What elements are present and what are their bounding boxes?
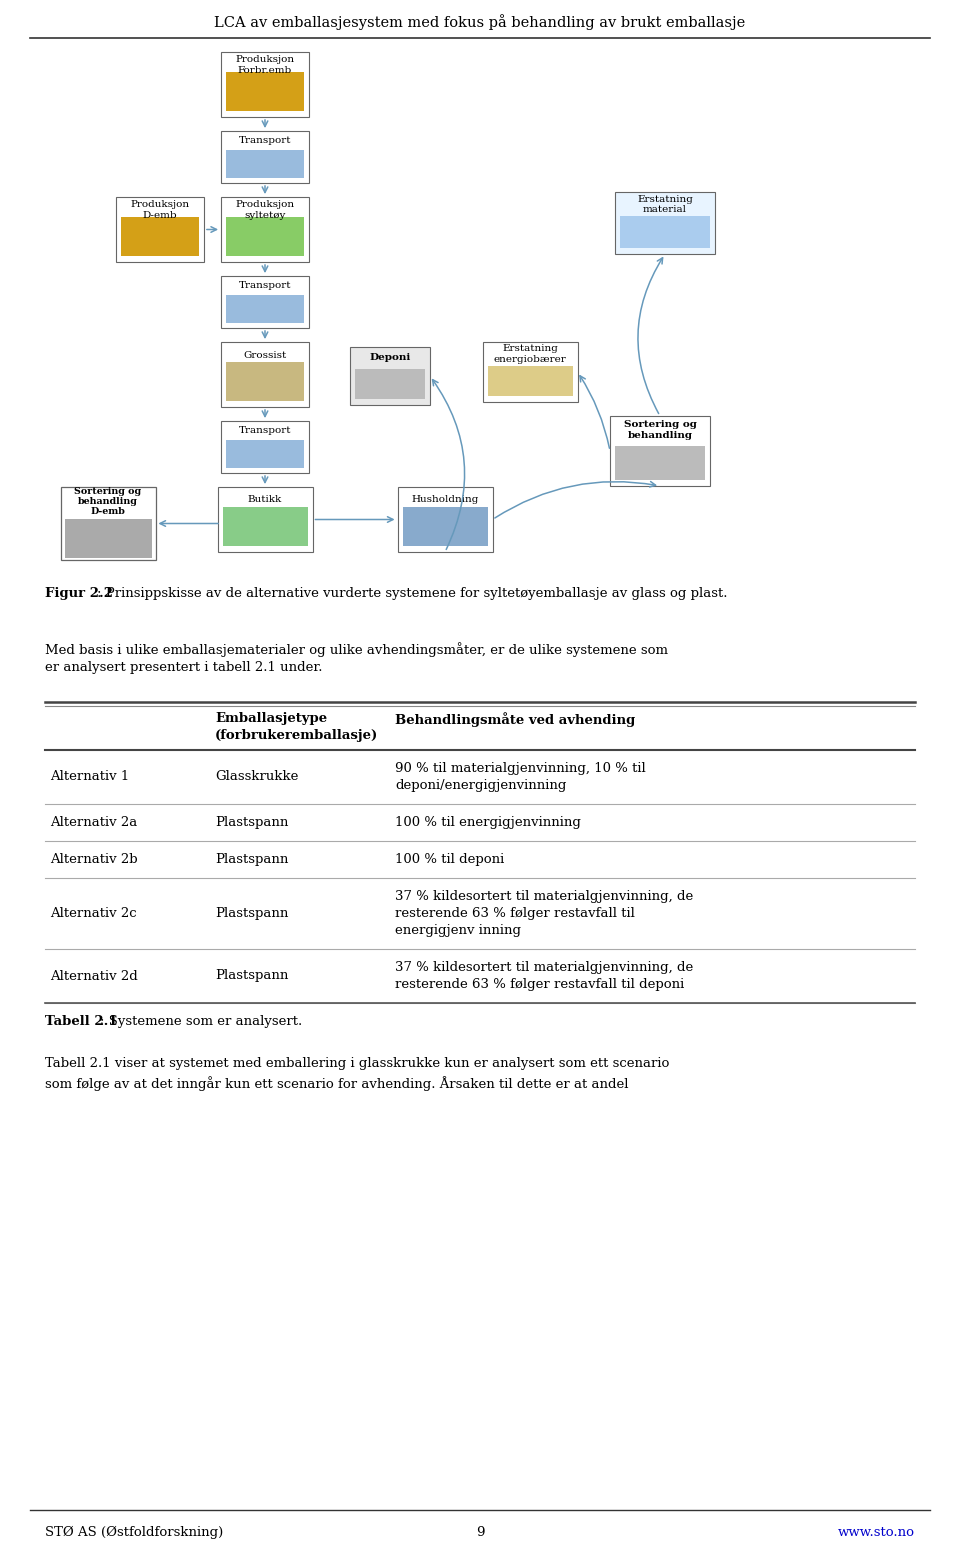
- Text: Alternativ 2a: Alternativ 2a: [50, 816, 137, 830]
- Bar: [397, 487, 492, 552]
- Text: : Prinsippskisse av de alternative vurderte systemene for syltetøyemballasje av : : Prinsippskisse av de alternative vurde…: [97, 587, 728, 599]
- Bar: [402, 507, 488, 545]
- Text: STØ AS (Østfoldforskning): STØ AS (Østfoldforskning): [45, 1525, 224, 1539]
- Text: Produksjon
Forbr.emb: Produksjon Forbr.emb: [235, 56, 295, 74]
- Text: LCA av emballasjesystem med fokus på behandling av brukt emballasje: LCA av emballasjesystem med fokus på beh…: [214, 14, 746, 29]
- Bar: [116, 198, 204, 263]
- Bar: [226, 73, 304, 111]
- Text: Grossist: Grossist: [244, 351, 287, 360]
- Bar: [483, 341, 578, 402]
- Bar: [350, 348, 430, 405]
- Text: 37 % kildesortert til materialgjenvinning, de: 37 % kildesortert til materialgjenvinnin…: [395, 890, 693, 902]
- Text: Tabell 2.1: Tabell 2.1: [45, 1015, 118, 1027]
- Text: Alternativ 2c: Alternativ 2c: [50, 907, 136, 919]
- Text: www.sto.no: www.sto.no: [838, 1525, 915, 1539]
- Text: er analysert presentert i tabell 2.1 under.: er analysert presentert i tabell 2.1 und…: [45, 661, 323, 674]
- Text: Med basis i ulike emballasjematerialer og ulike avhendingsmåter, er de ulike sys: Med basis i ulike emballasjematerialer o…: [45, 643, 668, 657]
- Bar: [620, 216, 710, 249]
- Text: deponi/energigjenvinning: deponi/energigjenvinning: [395, 779, 566, 793]
- Text: Erstatning
energiobærer: Erstatning energiobærer: [493, 345, 566, 363]
- Text: som følge av at det inngår kun ett scenario for avhending. Årsaken til dette er : som følge av at det inngår kun ett scena…: [45, 1075, 629, 1091]
- Bar: [121, 216, 199, 256]
- Bar: [226, 440, 304, 468]
- Bar: [221, 420, 309, 473]
- Text: resterende 63 % følger restavfall til: resterende 63 % følger restavfall til: [395, 907, 635, 919]
- Text: Figur 2.2: Figur 2.2: [45, 587, 113, 599]
- Text: Deponi: Deponi: [370, 352, 411, 362]
- Bar: [64, 519, 152, 558]
- Text: resterende 63 % følger restavfall til deponi: resterende 63 % følger restavfall til de…: [395, 978, 684, 990]
- Bar: [221, 341, 309, 406]
- Text: Alternativ 1: Alternativ 1: [50, 771, 130, 783]
- Text: (forbrukeremballasje): (forbrukeremballasje): [215, 729, 378, 742]
- Text: Produksjon
D-emb: Produksjon D-emb: [131, 201, 189, 219]
- Bar: [223, 507, 307, 545]
- Text: : Systemene som er analysert.: : Systemene som er analysert.: [100, 1015, 302, 1027]
- Bar: [488, 366, 572, 396]
- Text: 9: 9: [476, 1525, 484, 1539]
- Text: Plastspann: Plastspann: [215, 816, 288, 830]
- Bar: [226, 150, 304, 178]
- Text: Transport: Transport: [239, 281, 291, 290]
- Text: Plastspann: Plastspann: [215, 907, 288, 919]
- Text: Husholdning: Husholdning: [411, 496, 479, 505]
- Text: Tabell 2.1 viser at systemet med emballering i glasskrukke kun er analysert som : Tabell 2.1 viser at systemet med emballe…: [45, 1057, 669, 1071]
- Text: 90 % til materialgjenvinning, 10 % til: 90 % til materialgjenvinning, 10 % til: [395, 762, 646, 776]
- Text: Plastspann: Plastspann: [215, 970, 288, 983]
- Bar: [226, 295, 304, 323]
- Text: Erstatning
material: Erstatning material: [637, 195, 693, 215]
- Bar: [226, 216, 304, 256]
- Text: Alternativ 2d: Alternativ 2d: [50, 970, 137, 983]
- Text: Sortering og
behandling: Sortering og behandling: [624, 420, 696, 440]
- Text: Produksjon
syltetøy: Produksjon syltetøy: [235, 201, 295, 219]
- Text: Butikk: Butikk: [248, 496, 282, 505]
- Bar: [221, 53, 309, 117]
- Text: energigjenv inning: energigjenv inning: [395, 924, 521, 936]
- Text: 37 % kildesortert til materialgjenvinning, de: 37 % kildesortert til materialgjenvinnin…: [395, 961, 693, 973]
- Bar: [218, 487, 313, 552]
- Bar: [355, 369, 425, 399]
- Text: Alternativ 2b: Alternativ 2b: [50, 853, 137, 867]
- Bar: [221, 198, 309, 263]
- Text: Emballasjetype: Emballasjetype: [215, 712, 327, 725]
- Text: Transport: Transport: [239, 136, 291, 145]
- Text: 100 % til energigjenvinning: 100 % til energigjenvinning: [395, 816, 581, 830]
- Bar: [615, 192, 715, 253]
- Bar: [221, 277, 309, 328]
- Text: Sortering og
behandling
D-emb: Sortering og behandling D-emb: [75, 487, 141, 516]
- Bar: [221, 131, 309, 182]
- Bar: [610, 416, 710, 487]
- Text: Behandlingsmåte ved avhending: Behandlingsmåte ved avhending: [395, 712, 636, 726]
- Bar: [615, 447, 705, 480]
- Bar: [226, 362, 304, 402]
- Text: 100 % til deponi: 100 % til deponi: [395, 853, 504, 867]
- Text: Glasskrukke: Glasskrukke: [215, 771, 299, 783]
- Text: Plastspann: Plastspann: [215, 853, 288, 867]
- Bar: [60, 487, 156, 559]
- Text: Transport: Transport: [239, 426, 291, 434]
